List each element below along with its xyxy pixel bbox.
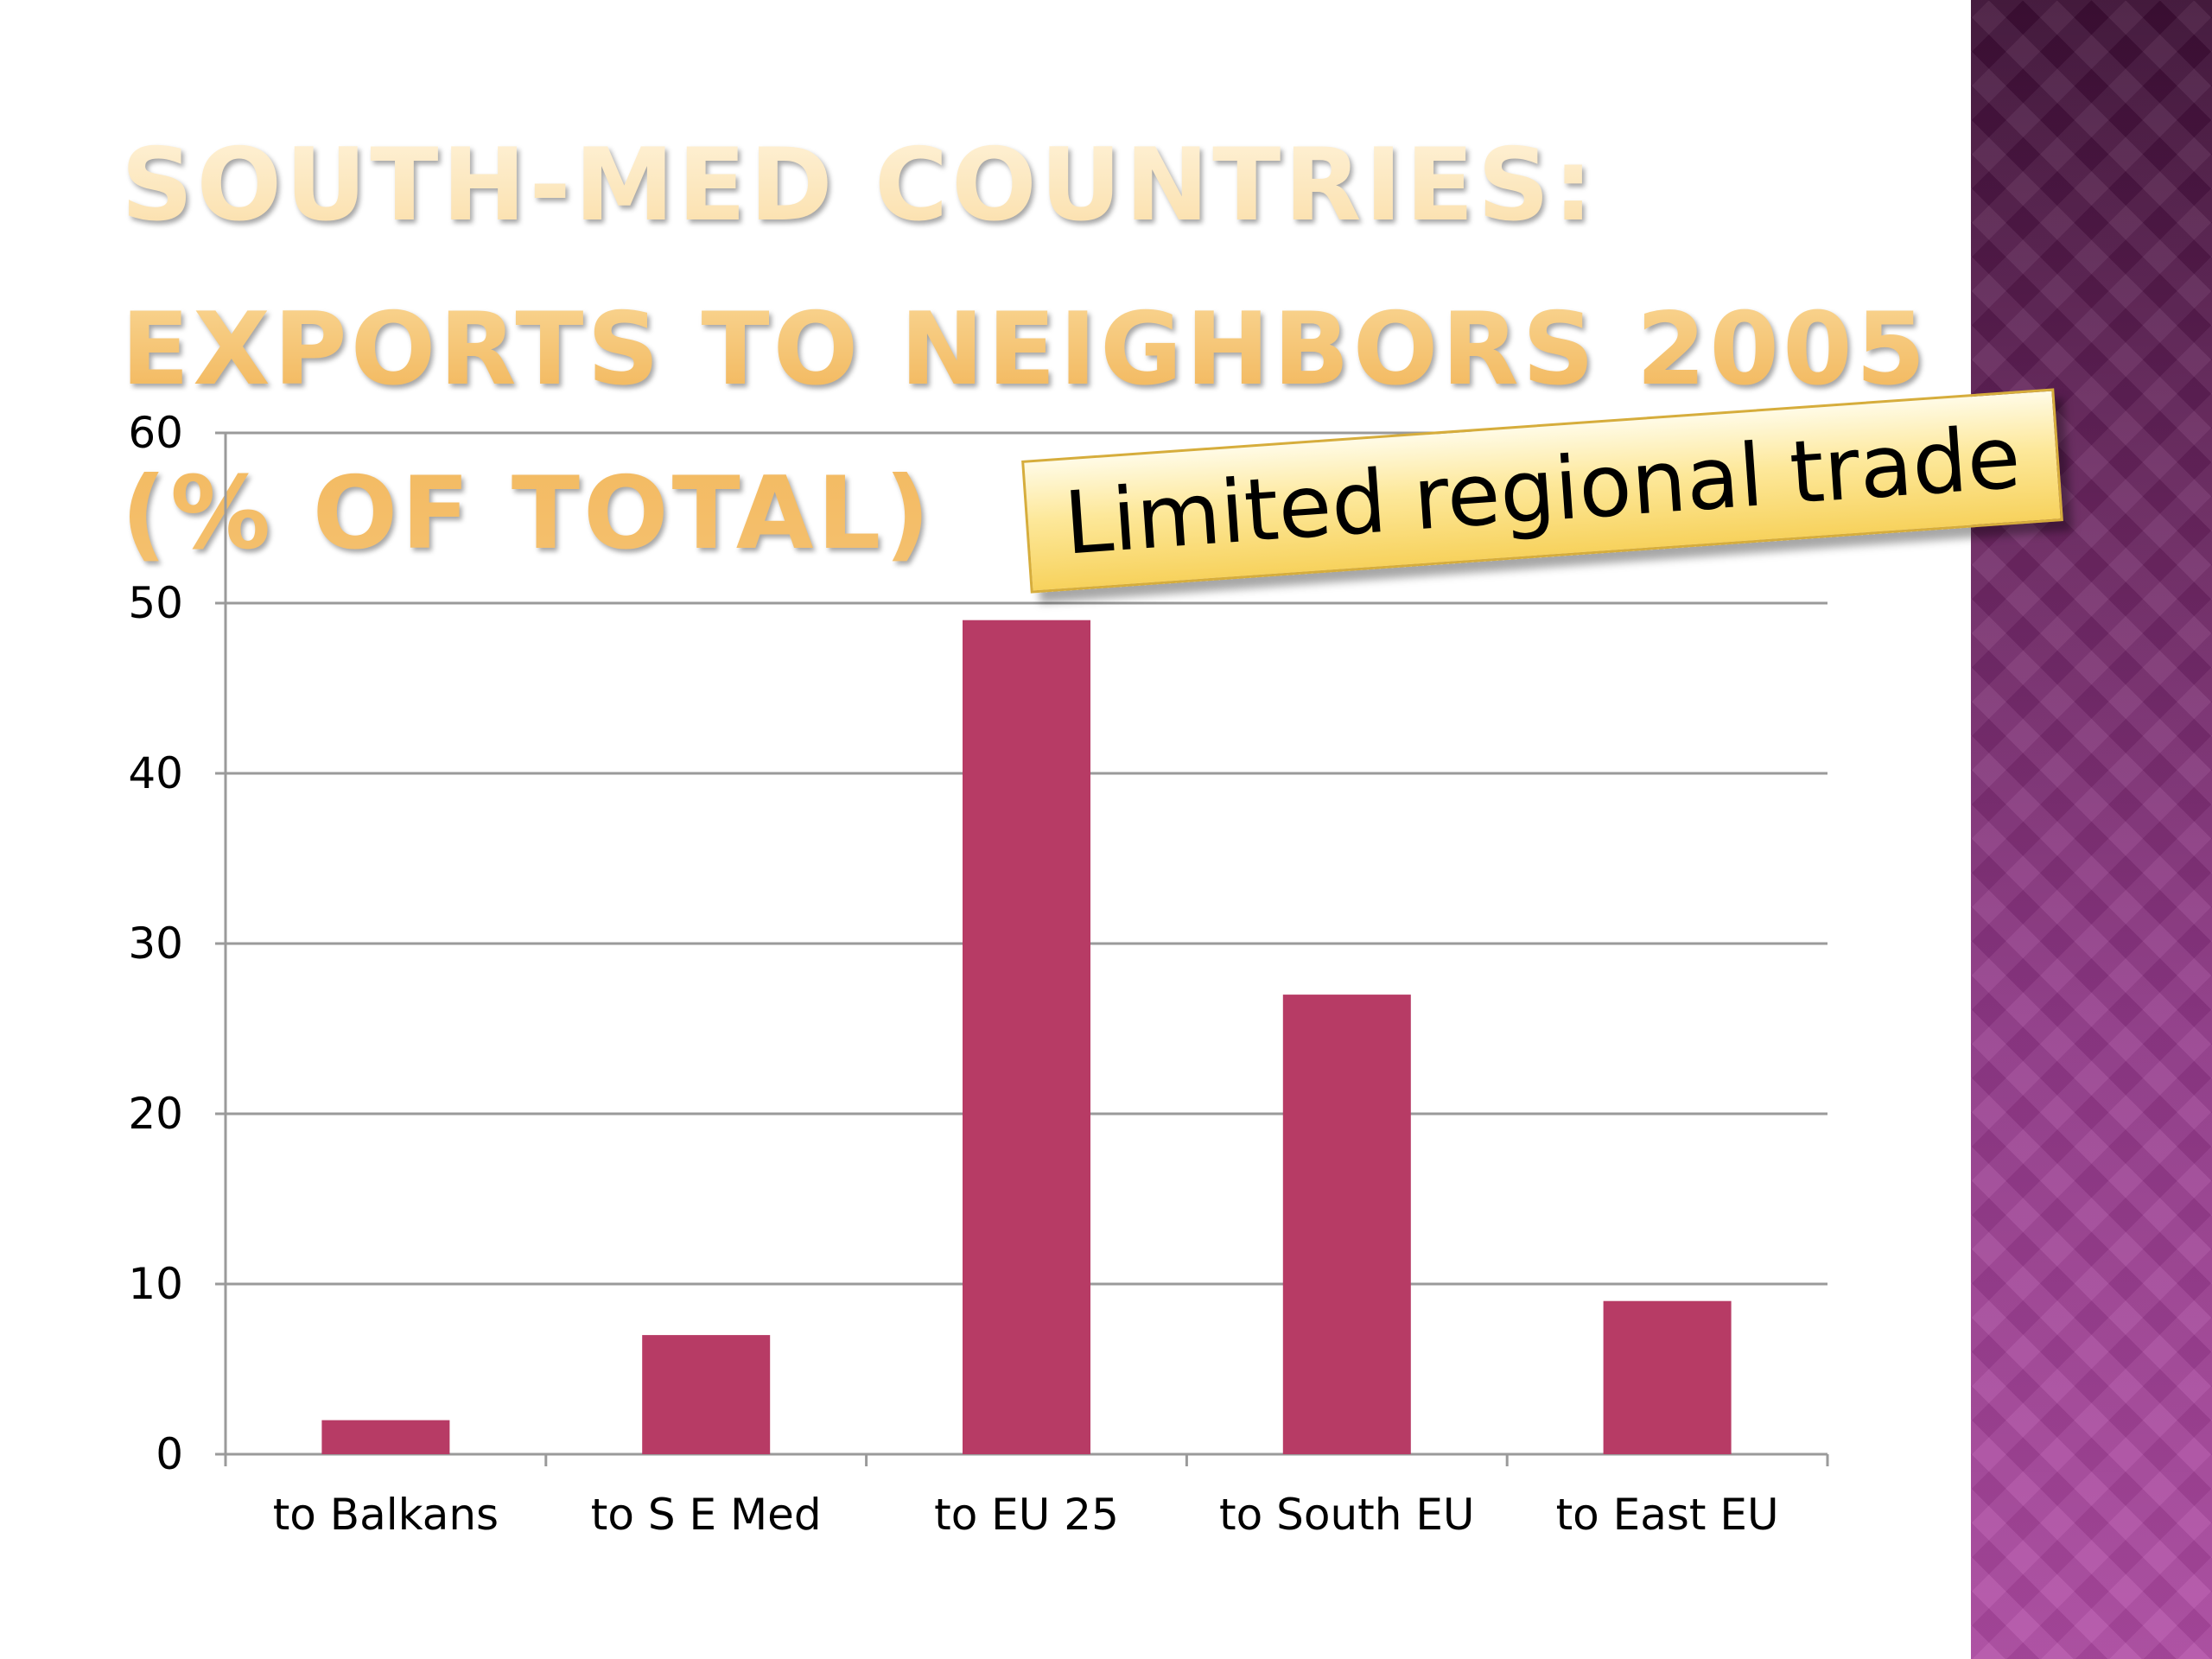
bar-to-south-eu [1282,995,1411,1454]
y-tick-label: 30 [128,918,183,969]
y-tick-label: 40 [128,748,183,798]
bar-to-balkans [321,1420,450,1454]
x-tick-label: to EU 25 [934,1490,1119,1540]
x-tick-label: to Balkans [273,1490,499,1540]
slide-title: South-Med countries: exports to neighbor… [121,104,1961,596]
x-tick-label: to S E Med [591,1490,822,1540]
bar-to-s-e-med [642,1335,771,1454]
x-tick-label: to East EU [1556,1490,1779,1540]
y-tick-label: 20 [128,1089,183,1139]
y-tick-label: 10 [128,1259,183,1309]
y-tick-label: 50 [128,578,183,628]
decorative-side-band [1971,0,2212,1659]
bar-to-eu-25 [963,620,1090,1454]
y-tick-label: 60 [128,408,183,458]
x-tick-label: to South EU [1219,1490,1474,1540]
y-tick-label: 0 [156,1429,183,1479]
bar-to-east-eu [1603,1300,1732,1454]
